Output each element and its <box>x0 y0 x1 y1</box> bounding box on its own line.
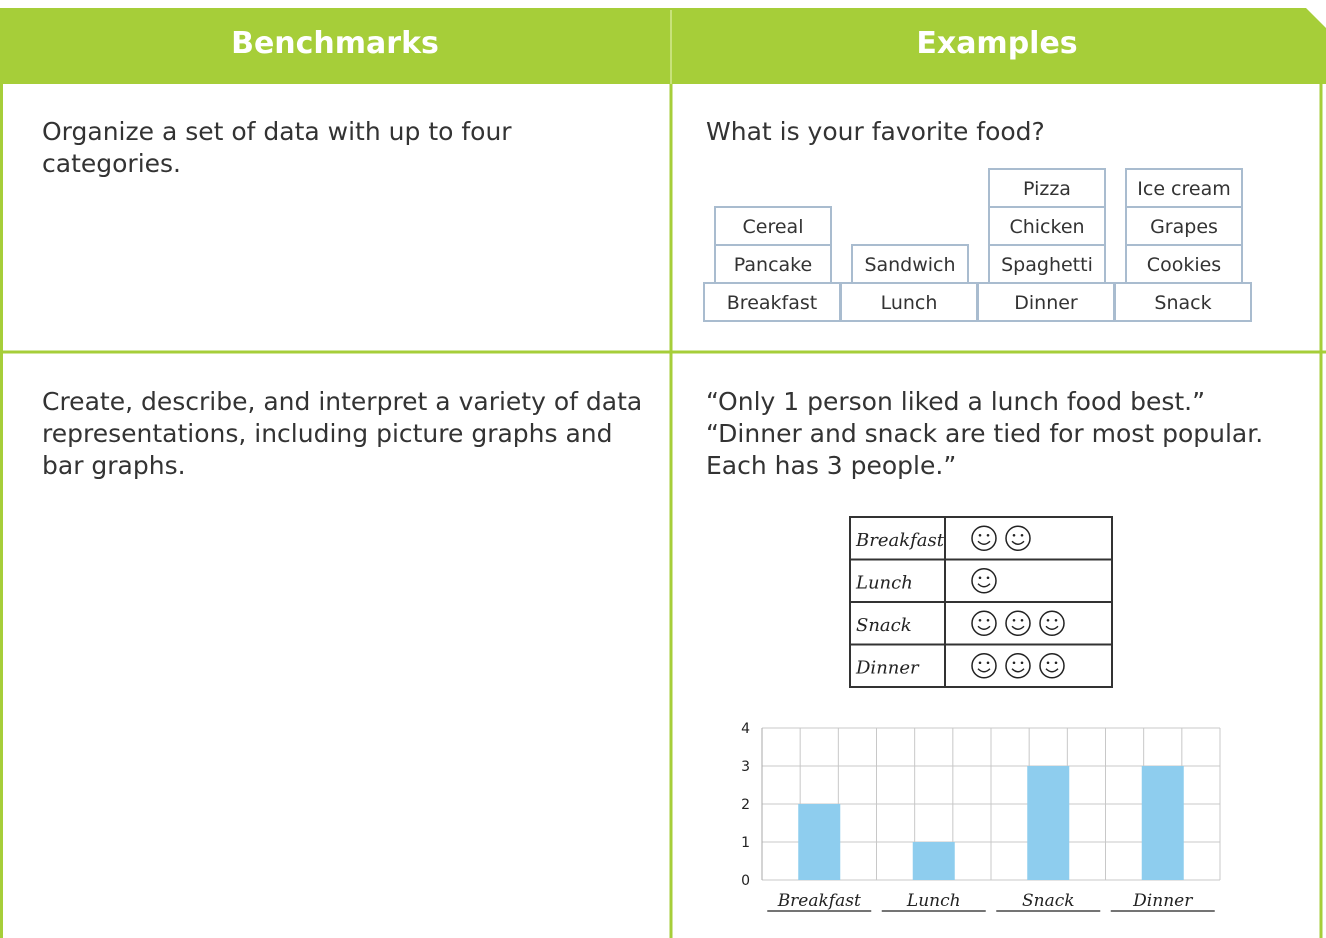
smiley-mouth <box>977 583 991 588</box>
header-cell: Examples <box>916 26 1078 61</box>
food-box <box>714 206 832 246</box>
y-tick-label: 0 <box>741 873 750 889</box>
smiley-mouth <box>1045 668 1059 673</box>
smiley-eye <box>1020 661 1024 665</box>
pictograph-label: Breakfast <box>855 530 945 551</box>
category-label: Breakfast <box>727 292 817 314</box>
y-tick-label: 3 <box>741 759 750 775</box>
food-label: Pizza <box>1023 178 1071 200</box>
smiley-mouth <box>1045 625 1059 630</box>
category-box <box>977 282 1115 322</box>
smiley-eye <box>1054 618 1058 622</box>
bar <box>1141 766 1184 880</box>
smiley <box>971 610 997 636</box>
smiley <box>971 568 997 594</box>
benchmark-text: Create, describe, and interpret a variet… <box>42 387 643 480</box>
food-box <box>988 168 1106 208</box>
y-tick-label: 2 <box>741 797 750 813</box>
category-box <box>840 282 978 322</box>
smiley-eye <box>1020 533 1024 537</box>
food-label: Grapes <box>1150 216 1218 238</box>
smiley-eye <box>986 661 990 665</box>
food-box <box>1125 168 1243 208</box>
x-tick-label: Lunch <box>906 891 961 911</box>
smiley-row <box>971 610 1065 636</box>
category-label: Dinner <box>1014 292 1078 314</box>
smiley <box>1005 525 1031 551</box>
smiley <box>1039 653 1065 679</box>
smiley-eye <box>1020 618 1024 622</box>
bar <box>798 804 841 880</box>
smiley-mouth <box>1011 668 1025 673</box>
smiley-mouth <box>977 625 991 630</box>
food-label: Chicken <box>1009 216 1084 238</box>
benchmark-text: Organize a set of data with up to four c… <box>42 117 512 178</box>
smiley-eye <box>1054 661 1058 665</box>
smiley-eye <box>986 618 990 622</box>
food-box <box>988 206 1106 246</box>
smiley-eye <box>986 576 990 580</box>
example-text: “Dinner and snack are tied for most popu… <box>706 419 1264 480</box>
smiley-mouth <box>1011 625 1025 630</box>
header-cell: Benchmarks <box>231 26 439 61</box>
example-text: What is your favorite food? <box>706 117 1045 146</box>
x-tick-label: Breakfast <box>777 891 861 911</box>
bar <box>1027 766 1070 880</box>
smiley-row <box>971 568 997 594</box>
smiley-mouth <box>1011 540 1025 545</box>
pictograph-label: Snack <box>856 615 912 636</box>
smiley-eye <box>1012 618 1016 622</box>
category-label: Snack <box>1154 292 1211 314</box>
pictograph-label: Dinner <box>855 658 920 679</box>
header-bar <box>0 8 1326 84</box>
food-label: Sandwich <box>864 254 955 276</box>
x-tick-label: Dinner <box>1132 891 1193 911</box>
bar <box>912 842 955 880</box>
smiley <box>971 525 997 551</box>
y-tick-label: 4 <box>741 721 750 737</box>
smiley-eye <box>978 533 982 537</box>
smiley-eye <box>978 661 982 665</box>
smiley-eye <box>1046 618 1050 622</box>
food-label: Cookies <box>1147 254 1221 276</box>
smiley-mouth <box>977 668 991 673</box>
smiley-eye <box>986 533 990 537</box>
food-box <box>851 244 969 284</box>
food-label: Cereal <box>743 216 804 238</box>
smiley-eye <box>978 618 982 622</box>
smiley-row <box>971 653 1065 679</box>
category-box <box>1114 282 1252 322</box>
category-label: Lunch <box>881 292 938 314</box>
pictograph-label: Lunch <box>855 573 913 594</box>
smiley-eye <box>1012 533 1016 537</box>
smiley-eye <box>1046 661 1050 665</box>
smiley-eye <box>1012 661 1016 665</box>
smiley-mouth <box>977 540 991 545</box>
food-label: Pancake <box>734 254 812 276</box>
food-box <box>988 244 1106 284</box>
smiley <box>971 653 997 679</box>
y-tick-label: 1 <box>741 835 750 851</box>
food-label: Ice cream <box>1137 178 1230 200</box>
food-box <box>1125 206 1243 246</box>
food-label: Spaghetti <box>1001 254 1093 276</box>
smiley <box>1039 610 1065 636</box>
x-tick-label: Snack <box>1022 891 1075 911</box>
example-text: “Only 1 person liked a lunch food best.” <box>706 387 1206 416</box>
smiley <box>1005 653 1031 679</box>
smiley <box>1005 610 1031 636</box>
smiley-eye <box>978 576 982 580</box>
smiley-row <box>971 525 1031 551</box>
food-box <box>1125 244 1243 284</box>
